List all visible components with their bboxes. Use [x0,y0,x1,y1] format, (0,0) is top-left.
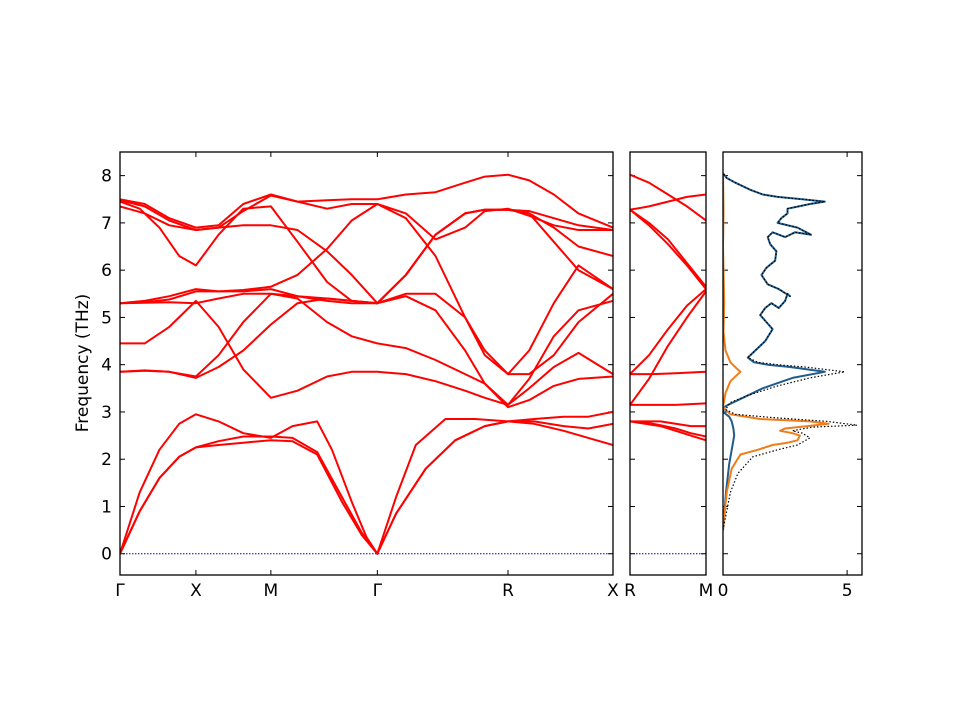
phonon-band-4 [630,290,706,406]
y-tick-label: 1 [101,497,112,517]
k-point-label: X [607,581,619,601]
k-point-label: R [502,581,514,601]
y-axis-label: Frequency (THz) [73,294,93,433]
axes-frame [119,151,614,576]
y-tick-label: 6 [101,261,112,281]
y-tick-label: 0 [101,545,112,565]
dos-partial-curve [723,173,830,531]
phonon-band-9 [630,193,706,211]
phonon-band-8 [630,208,706,288]
y-tick-label: 8 [101,167,112,187]
y-tick-label: 3 [101,403,112,423]
y-tick-label: 2 [101,450,112,470]
x-tick-label: 5 [842,581,853,601]
y-tick-label: 7 [101,214,112,234]
y-tick-label: 5 [101,308,112,328]
phonon-band-7 [630,208,706,291]
axes-frame [629,151,707,576]
k-point-label: Γ [115,581,125,601]
phonon-band-6 [630,288,706,376]
phonon-band-2 [630,420,706,428]
dos-total-curve [723,172,858,531]
k-point-label: X [190,581,202,601]
phonon-band-4 [120,292,613,406]
x-tick-label: 0 [718,581,729,601]
phonon-band-5 [630,370,706,376]
phonon-band-0 [630,420,706,442]
phonon-band-10 [630,173,706,222]
phonon-band-12 [120,173,613,229]
phonon-band-10 [120,200,613,305]
phonon-band-2 [120,410,613,555]
k-point-label: Γ [373,581,383,601]
phonon-band-7 [120,203,613,376]
k-point-label: M [699,581,714,601]
phonon-band-0 [120,420,613,555]
k-point-label: M [264,581,279,601]
phonon-band-6 [120,288,613,376]
panel-band-structure-main: 0 1 2 3 4 5 6 7 8 Γ X M Γ R X [101,151,619,601]
dos-partial-curve [723,172,826,531]
phonon-band-1 [120,420,613,555]
k-point-label: R [624,581,636,601]
y-tick-label: 4 [101,356,112,376]
phonon-band-11 [120,194,613,241]
axes-frame [722,151,863,576]
phonon-band-3 [630,402,706,406]
phonon-band-5 [120,299,613,406]
phonon-band-3 [120,295,613,409]
